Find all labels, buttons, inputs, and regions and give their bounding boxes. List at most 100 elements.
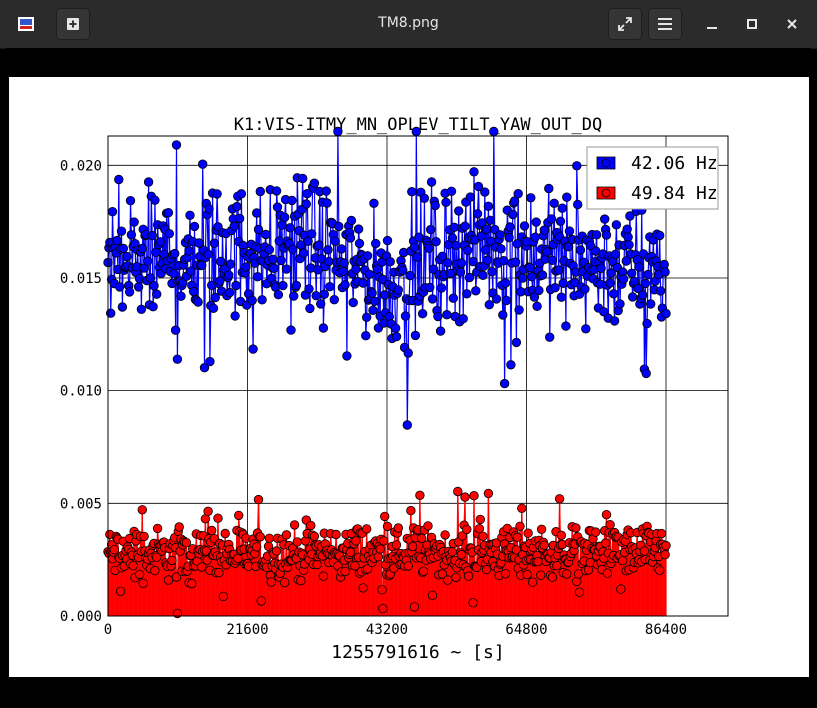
data-point — [350, 561, 360, 571]
data-point — [431, 236, 441, 247]
data-point — [411, 126, 422, 137]
data-point — [463, 571, 474, 581]
data-point — [496, 244, 506, 254]
legend-label: 42.06 Hz — [631, 153, 718, 174]
data-point — [224, 287, 235, 298]
data-point — [406, 505, 416, 516]
data-point — [331, 529, 341, 540]
data-point — [163, 575, 174, 585]
menu-button[interactable] — [648, 8, 682, 40]
data-point — [184, 246, 194, 256]
data-point — [214, 567, 224, 578]
data-point — [330, 236, 340, 247]
data-point — [546, 214, 557, 224]
close-button[interactable] — [780, 12, 804, 36]
data-point — [151, 247, 161, 258]
data-point — [264, 533, 275, 544]
data-point — [301, 199, 312, 209]
legend-marker — [601, 188, 611, 198]
data-point — [150, 195, 160, 205]
legend-marker — [601, 158, 611, 168]
data-point — [561, 321, 571, 331]
data-point — [558, 278, 568, 289]
data-point — [609, 289, 619, 299]
data-point — [105, 308, 116, 318]
x-tick-label: 0 — [104, 622, 112, 638]
data-point — [581, 324, 591, 334]
maximize-button[interactable] — [740, 12, 764, 36]
fullscreen-button[interactable] — [608, 8, 642, 40]
data-point — [473, 181, 484, 192]
data-point — [481, 224, 492, 234]
data-point — [206, 525, 217, 536]
data-point — [481, 245, 491, 255]
data-point — [555, 216, 566, 227]
data-point — [639, 546, 650, 556]
data-point — [203, 506, 213, 517]
data-point — [433, 311, 443, 322]
data-point — [460, 221, 470, 231]
data-point — [307, 229, 317, 239]
data-point — [462, 524, 472, 535]
data-point — [208, 303, 219, 314]
data-point — [309, 178, 320, 188]
data-point — [126, 230, 137, 240]
data-point — [435, 326, 446, 336]
data-point — [171, 572, 182, 582]
y-tick-label: 0.000 — [60, 609, 102, 625]
data-point — [618, 274, 629, 284]
data-point — [426, 224, 436, 235]
data-point — [393, 523, 404, 533]
data-point — [393, 285, 404, 295]
data-point — [354, 238, 365, 249]
new-tab-button[interactable] — [56, 8, 90, 40]
data-point — [409, 242, 420, 253]
data-point — [338, 266, 349, 276]
data-point — [447, 233, 458, 243]
data-point — [646, 299, 656, 309]
data-point — [539, 540, 550, 550]
data-point — [318, 571, 329, 581]
data-point — [591, 230, 602, 240]
data-point — [358, 278, 368, 288]
data-point — [641, 368, 651, 379]
data-point — [526, 193, 536, 203]
data-point — [495, 230, 505, 240]
chart-title: K1:VIS-ITMY_MN_OPLEV_TILT_YAW_OUT_DQ — [234, 115, 602, 135]
data-point — [362, 564, 373, 574]
data-point — [137, 505, 148, 515]
data-point — [281, 530, 292, 540]
data-point — [491, 294, 502, 304]
window-title: TM8.png — [378, 15, 439, 31]
data-point — [139, 531, 149, 542]
data-point — [437, 251, 448, 262]
data-point — [501, 295, 512, 306]
data-point — [408, 541, 418, 552]
data-point — [163, 207, 174, 218]
data-point — [380, 290, 390, 300]
data-point — [474, 524, 485, 534]
data-point — [345, 233, 356, 243]
data-point — [257, 295, 267, 305]
data-point — [476, 231, 486, 241]
data-point — [478, 531, 488, 542]
series-red — [103, 486, 671, 619]
data-point — [253, 224, 264, 235]
data-point — [289, 291, 299, 301]
y-tick-label: 0.005 — [60, 496, 102, 512]
data-point — [321, 186, 331, 196]
series-blue — [103, 126, 671, 430]
data-point — [443, 258, 453, 268]
data-point — [656, 528, 667, 539]
data-point — [142, 256, 153, 266]
data-point — [318, 323, 329, 333]
data-point — [625, 211, 635, 221]
data-point — [506, 360, 516, 370]
data-point — [148, 301, 158, 312]
minimize-button[interactable] — [700, 12, 724, 36]
data-point — [109, 545, 120, 555]
data-point — [468, 256, 478, 267]
data-point — [143, 177, 154, 187]
data-point — [537, 270, 548, 280]
data-point — [181, 538, 192, 548]
